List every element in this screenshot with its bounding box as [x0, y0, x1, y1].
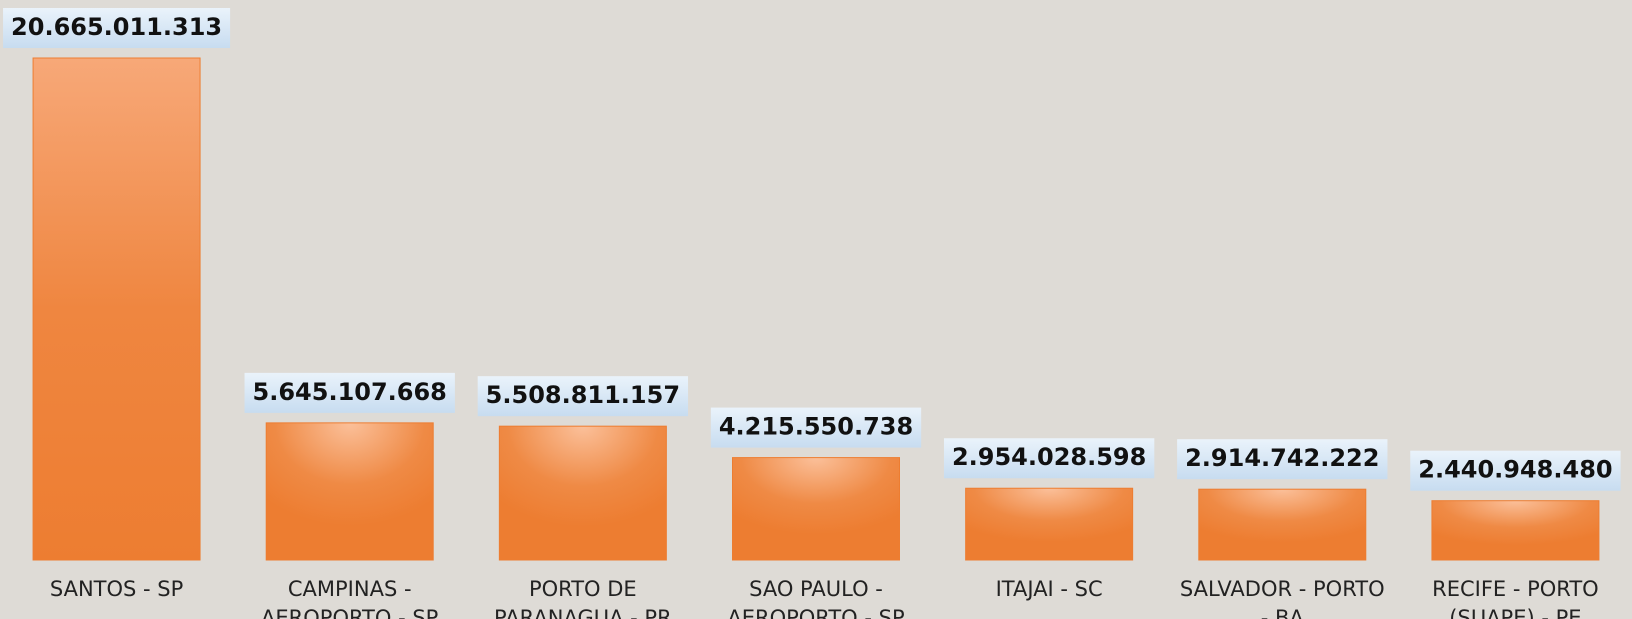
x-tick-label: SALVADOR - PORTO - BA	[1179, 577, 1385, 619]
x-tick-label: RECIFE - PORTO (SUAPE) - PE	[1432, 577, 1599, 619]
value-label: 2.914.742.222	[1185, 444, 1379, 472]
bar	[732, 457, 900, 561]
value-label-box	[710, 407, 922, 448]
x-tick-label: PORTO DE PARANAGUA - PR	[493, 577, 672, 619]
value-label-box	[1177, 439, 1388, 480]
value-label-box	[244, 372, 455, 413]
x-tick-label: CAMPINAS - AEROPORTO - SP	[261, 577, 439, 619]
x-tick-label: ITAJAI - SC	[995, 577, 1103, 601]
value-label: 4.215.550.738	[719, 413, 913, 441]
bar	[498, 425, 667, 561]
value-label: 2.440.948.480	[1418, 456, 1612, 484]
bar	[965, 487, 1134, 561]
value-label-box	[3, 8, 231, 48]
value-label-box	[477, 376, 689, 417]
x-tick-label: SAO PAULO - AEROPORTO - SP	[727, 577, 905, 619]
value-label: 5.645.107.668	[253, 378, 447, 406]
value-label: 20.665.011.313	[11, 13, 222, 41]
bar	[1198, 488, 1367, 561]
bar	[265, 422, 434, 561]
value-label-box	[1410, 450, 1621, 491]
x-tick-label: SANTOS - SP	[49, 577, 184, 601]
bar	[32, 57, 201, 561]
value-label: 2.954.028.598	[952, 443, 1146, 471]
bar	[1431, 500, 1600, 561]
value-label: 5.508.811.157	[486, 381, 680, 409]
value-label-box	[943, 438, 1155, 479]
